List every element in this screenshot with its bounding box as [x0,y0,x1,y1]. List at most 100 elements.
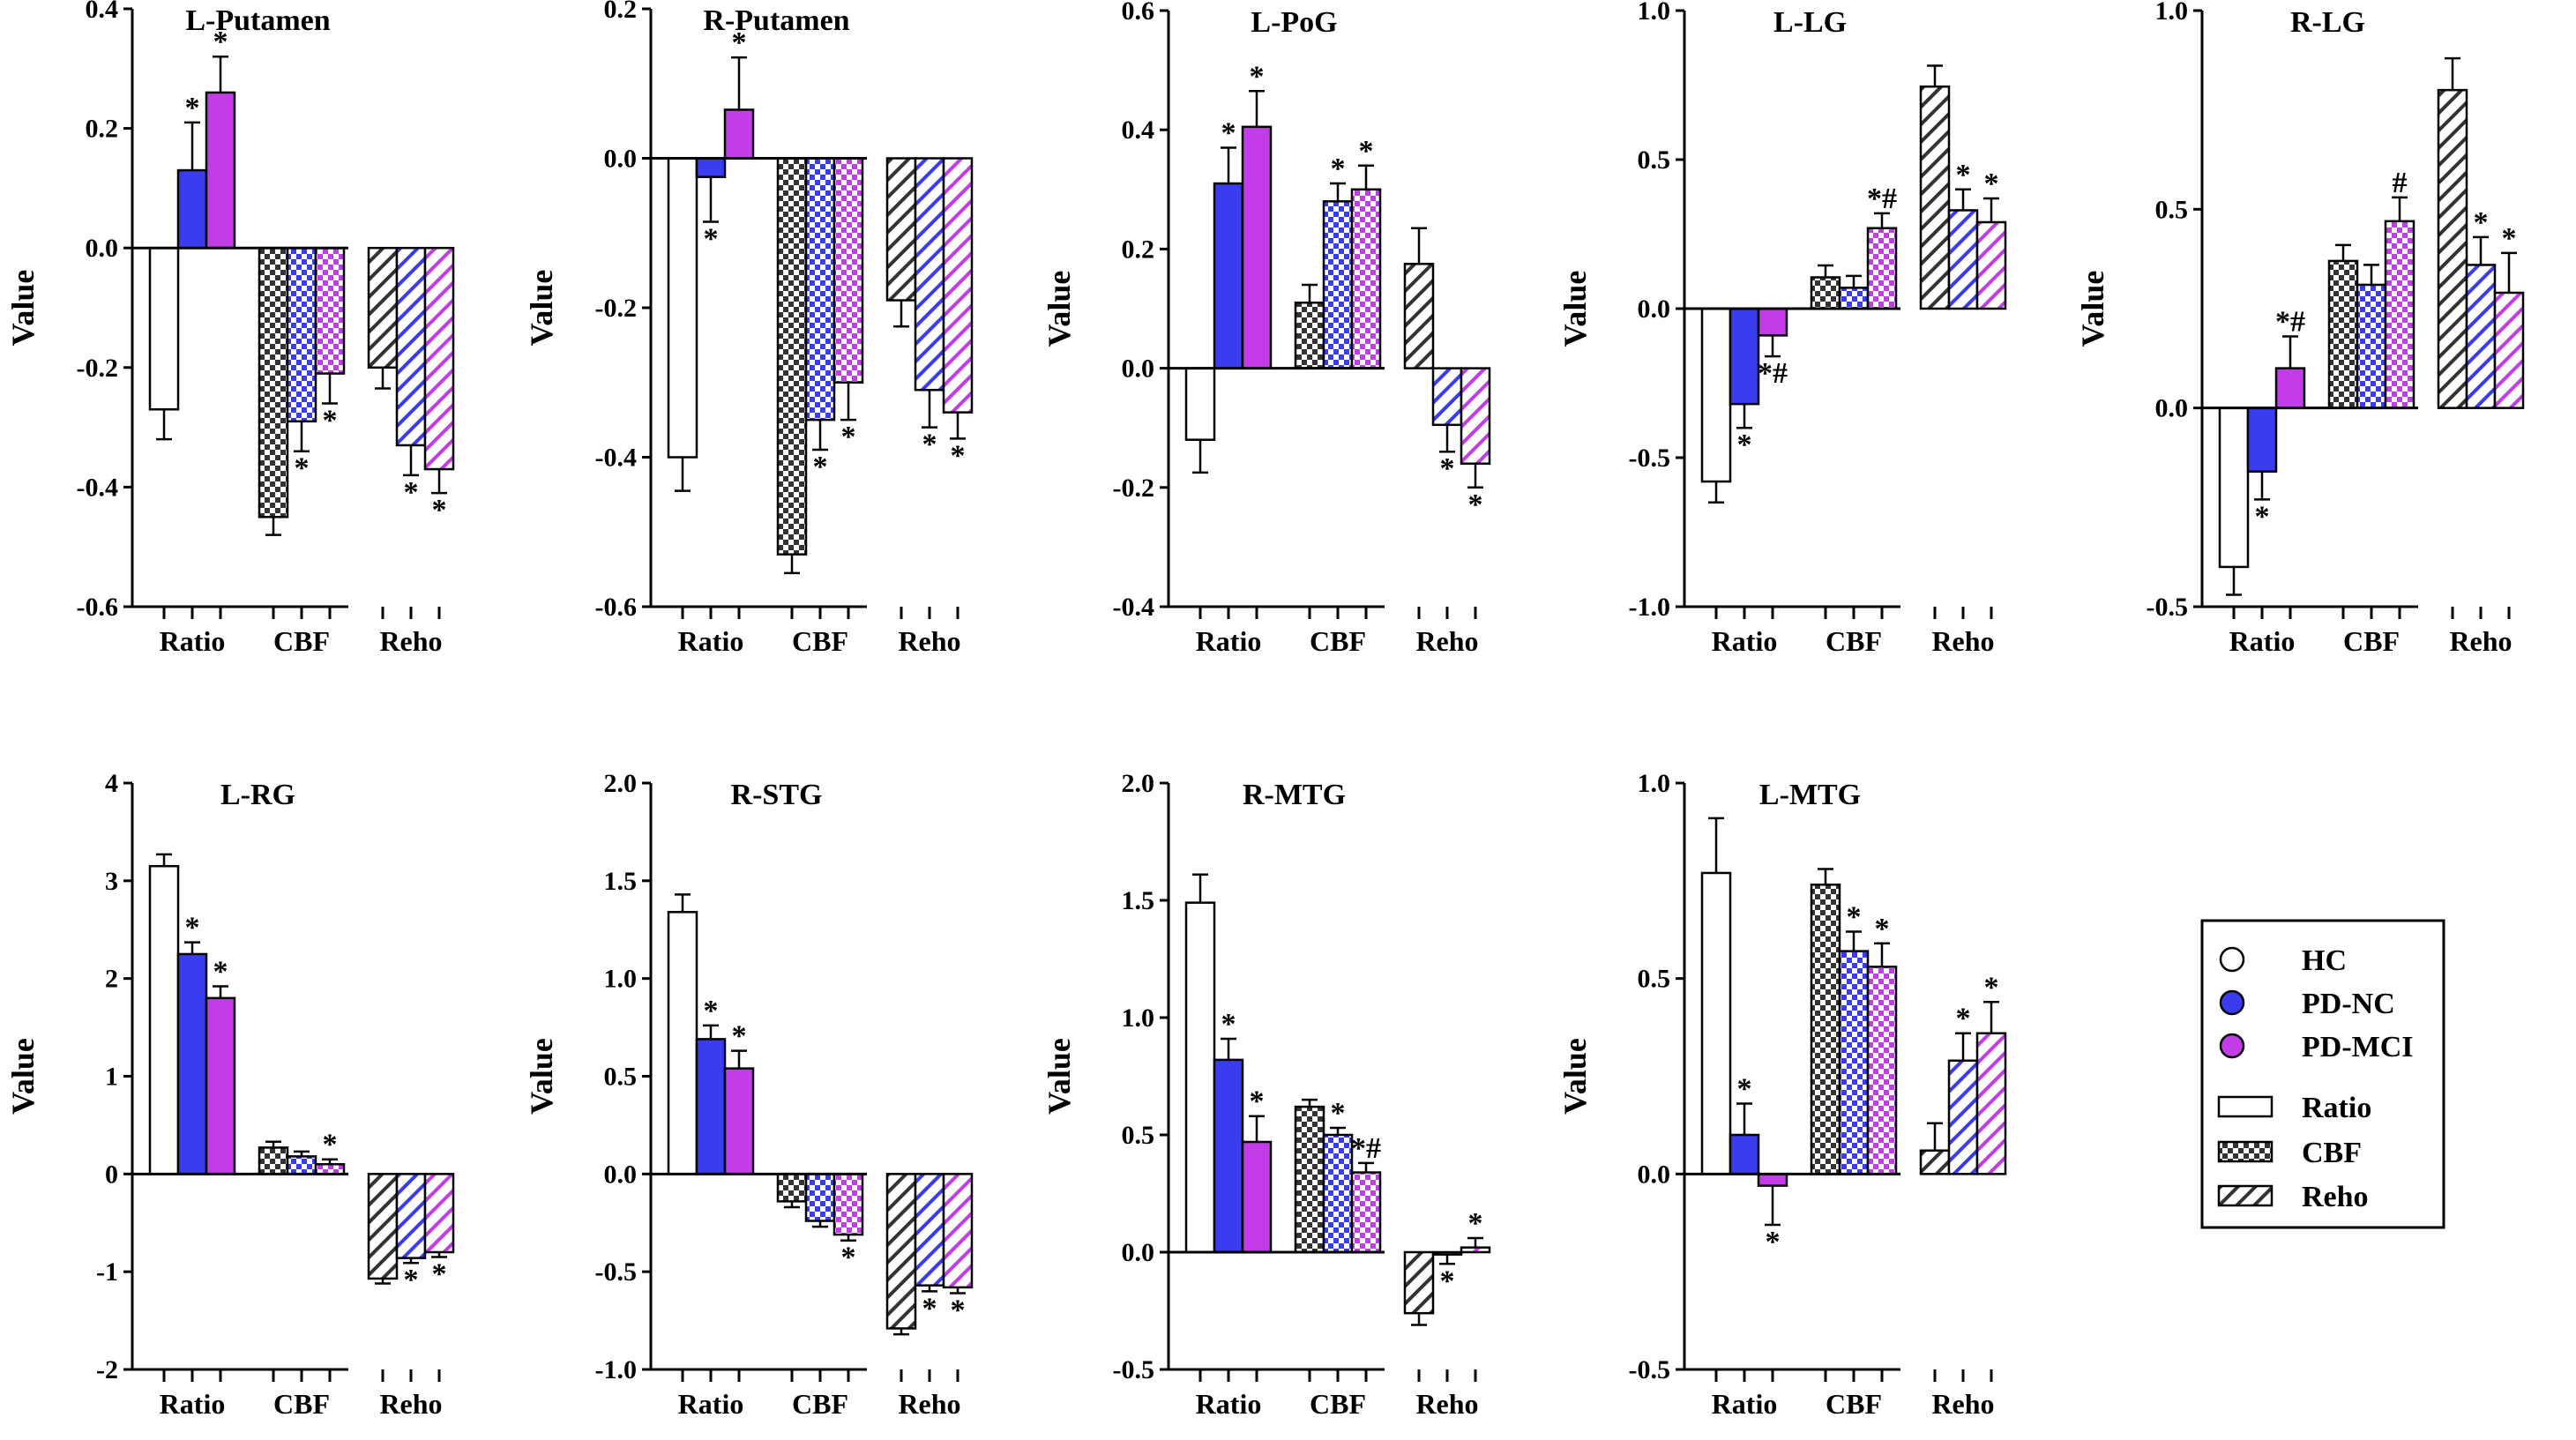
y-tick-label: -1 [96,1257,118,1287]
annotation-reho-pd-mci: * [432,494,447,526]
bar-ratio-pd-nc [1729,307,1760,406]
y-tick-label: -2 [96,1355,118,1384]
y-tick-label: 0.2 [604,0,638,24]
y-tick-label: 0.0 [1638,295,1671,324]
bar-ratio-hc [1184,367,1216,441]
annotation-cbf-pd-mci: *# [1351,1132,1381,1165]
x-category-label-cbf: CBF [792,1388,848,1420]
x-ticks: Ratio CBF Reho [1712,607,1995,657]
bar-reho-pd-nc [395,246,427,447]
y-tick-label: 0.0 [86,234,119,263]
bar-cbf-pd-nc [1838,950,1870,1175]
x-ticks: Ratio CBF Reho [160,1369,443,1420]
annotation-ratio-pd-nc: * [1221,1008,1236,1041]
y-tick-label: 0.5 [1638,145,1671,175]
x-category-label-reho: Reho [379,625,442,657]
y-axis-label: Value [524,270,559,347]
bar-cbf-hc [1294,1105,1325,1254]
x-ticks: Ratio CBF Reho [1712,1369,1995,1420]
annotation-reho-pd-nc: * [1956,159,1971,191]
y-tick-label: 2 [105,965,118,994]
bar-reho-pd-nc [395,1173,427,1259]
bar-ratio-hc [667,157,698,459]
bar-cbf-pd-mci [833,157,864,384]
legend-swatch-reho [2217,1184,2274,1207]
x-category-label-ratio: Ratio [1712,625,1778,657]
x-category-label-reho: Reho [1931,625,1994,657]
y-tick-label: 0.5 [2155,195,2189,224]
bar-reho-pd-nc [914,1173,945,1287]
y-tick-label: -0.4 [595,444,638,473]
panel-title: R-MTG [1243,779,1346,811]
bar-ratio-hc [1700,871,1732,1175]
panel-l-pog: * * * * * * -0.4 -0.2 0.0 0.2 0.4 0.6 Ratio CBF Reho L-… [1042,0,1491,657]
y-axis-label: Value [1042,1038,1077,1115]
panel-r-lg: * *# # * * -0.5 0.0 0.5 1.0 Ratio CBF Reho R-LG Value [2075,0,2525,657]
x-category-label-reho: Reho [1931,1388,1994,1420]
y-ticks: -0.6 -0.4 -0.2 0.0 0.2 [595,0,651,622]
y-tick-label: -0.5 [1629,444,1671,473]
panel-r-stg: * * * * * -1.0 -0.5 0.0 0.5 1.0 1.5 2.0 Ratio CBF Reho… [524,769,974,1420]
bar-ratio-pd-nc [695,1038,727,1175]
annotation-reho-pd-nc: * [404,476,419,509]
y-tick-label: 2.0 [1122,769,1155,798]
y-tick-label: -1.0 [1629,593,1671,622]
bar-reho-pd-nc [1431,367,1463,427]
x-category-label-reho: Reho [2449,625,2512,657]
annotation-ratio-pd-mci: * [1766,1226,1781,1258]
bar-cbf-hc [1810,884,1841,1175]
y-tick-label: 0.2 [1122,235,1155,264]
y-axis-label: Value [5,270,41,347]
y-tick-label: 0.0 [1638,1160,1671,1189]
bar-ratio-hc [2218,407,2250,569]
y-tick-label: -0.5 [2147,593,2189,622]
x-ticks: Ratio CBF Reho [160,607,443,657]
bar-reho-pd-mci [942,1173,974,1289]
x-category-label-ratio: Ratio [1196,625,1262,657]
bar-ratio-pd-nc [176,952,208,1175]
bar-reho-pd-mci [423,1173,455,1254]
y-axis-label: Value [1557,1038,1593,1115]
y-axis-label: Value [5,1038,41,1115]
bar-cbf-hc [2327,259,2359,409]
bars: * * * * * [148,853,455,1296]
y-ticks: -0.5 0.0 0.5 1.0 1.5 2.0 [1113,769,1169,1384]
y-axis-label: Value [1557,271,1593,347]
bar-ratio-pd-mci [205,91,236,250]
bar-reho-hc [1919,85,1951,310]
y-tick-label: -0.5 [595,1257,638,1287]
bar-reho-pd-mci [423,246,455,471]
legend-marker-pd-mci [2219,1033,2245,1059]
legend-marker-hc [2219,946,2245,973]
bar-cbf-pd-nc [2356,283,2387,409]
bar-cbf-pd-mci [314,246,346,375]
annotation-reho-pd-nc: * [1440,452,1455,485]
annotation-reho-pd-mci: * [2502,222,2517,255]
bar-cbf-pd-nc [804,1173,836,1222]
legend-label-hc: HC [2302,944,2347,977]
bar-cbf-pd-nc [804,157,836,422]
bar-cbf-hc [776,1173,808,1203]
annotation-ratio-pd-nc: * [1737,429,1752,461]
annotation-ratio-pd-nc: * [704,995,719,1027]
bar-ratio-pd-mci [723,1067,755,1175]
panel-title: L-MTG [1759,779,1861,811]
x-ticks: Ratio CBF Reho [1196,607,1479,657]
bar-ratio-pd-mci [1241,125,1273,369]
y-axis-label: Value [524,1038,559,1115]
annotation-ratio-pd-mci: * [732,1020,747,1053]
x-ticks: Ratio CBF Reho [678,607,961,657]
annotation-reho-pd-nc: * [2474,206,2489,239]
bar-cbf-hc [1294,301,1325,369]
annotation-reho-pd-nc: * [1440,1265,1455,1297]
panel-title: L-RG [220,779,295,811]
bars: * * * * * * [148,26,455,536]
annotation-cbf-pd-mci: * [1875,913,1890,945]
bar-cbf-pd-mci [833,1173,864,1236]
x-ticks: Ratio CBF Reho [678,1369,961,1420]
bar-cbf-pd-nc [1838,287,1870,310]
bar-ratio-pd-nc [1729,1133,1760,1175]
legend-box [2200,919,2445,1229]
bar-reho-pd-mci [1460,1246,1491,1254]
y-tick-label: 0.5 [1638,965,1671,994]
